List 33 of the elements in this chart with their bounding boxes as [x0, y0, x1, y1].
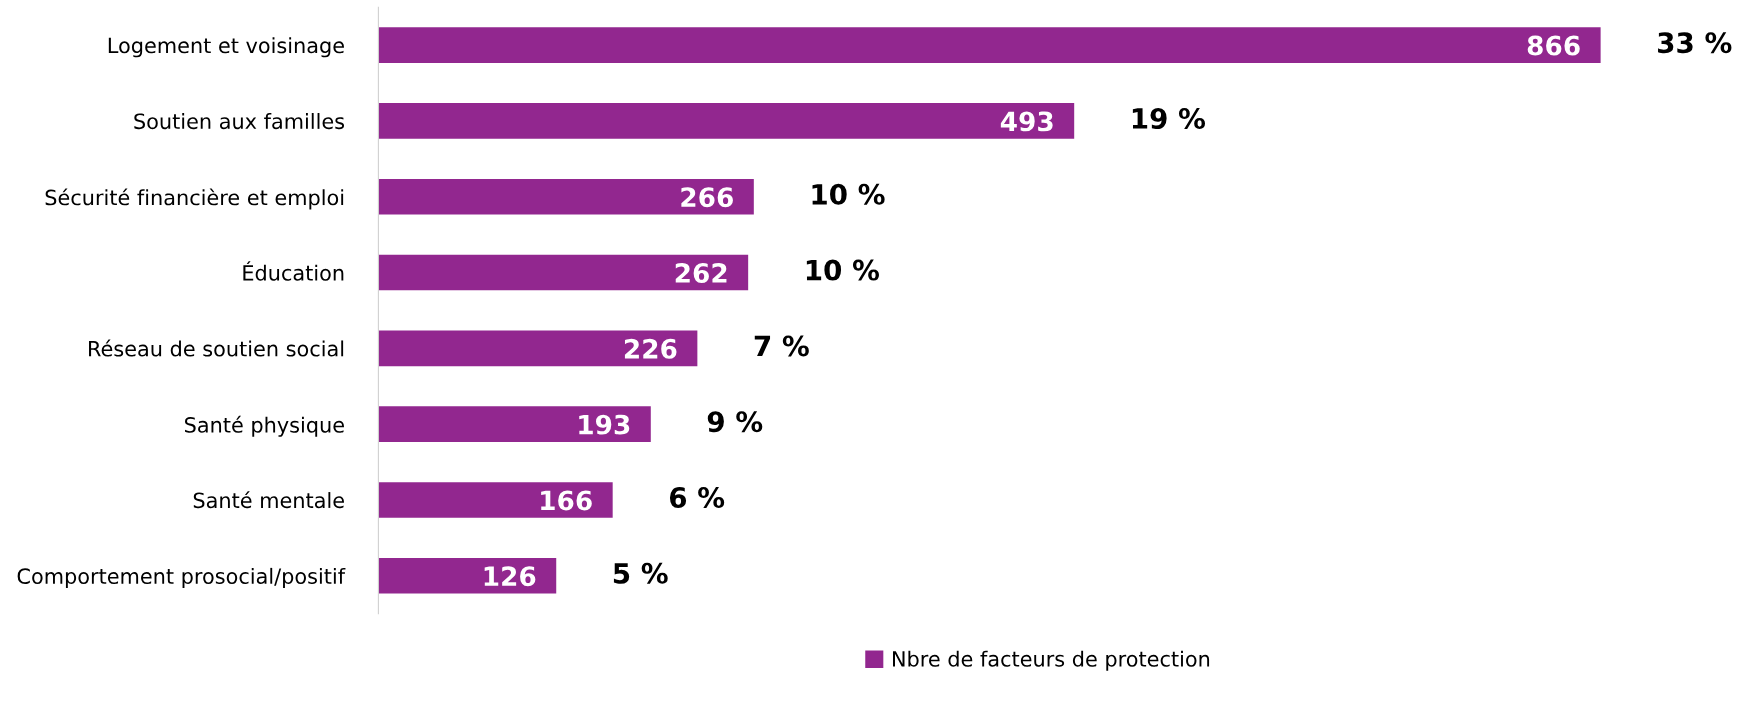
data-label: 126 [484, 566, 536, 587]
bar [378, 406, 651, 442]
y-tick-label: Sécurité financière et emploi [45, 188, 344, 210]
annotation: 10 % [812, 183, 885, 205]
y-tick-label: Soutien aux familles [134, 113, 345, 130]
data-label: 493 [1000, 111, 1053, 132]
bar [378, 557, 557, 594]
annotation: 19 % [1132, 107, 1206, 129]
y-tick-label: Éducation [243, 261, 344, 281]
y-tick-label: Comportement prosocial/positif [17, 567, 346, 589]
bar [378, 178, 754, 215]
data-label: 193 [579, 414, 630, 435]
bar [378, 482, 613, 518]
y-tick-label: Santé mentale [193, 491, 344, 509]
data-label: 166 [541, 490, 592, 511]
annotation: 10 % [806, 259, 879, 281]
data-label: 866 [1527, 35, 1580, 56]
bar [378, 103, 1075, 139]
annotation: 7 % [754, 335, 809, 357]
y-tick-label: Santé physique [184, 415, 344, 437]
data-label: 266 [681, 187, 733, 208]
bar [378, 254, 749, 291]
annotation: 9 % [707, 411, 763, 433]
annotation: 6 % [669, 487, 725, 509]
annotation: 5 % [613, 562, 668, 584]
bar [378, 330, 698, 367]
y-tick-label: Réseau de soutien social [89, 339, 344, 357]
annotation: 33 % [1658, 32, 1732, 54]
legend-label: Nbre de facteurs de protection [893, 650, 1210, 671]
data-label: 226 [624, 338, 677, 359]
y-tick-label: Logement et voisinage [108, 37, 344, 58]
bar [378, 27, 1601, 63]
data-label: 262 [675, 263, 727, 283]
